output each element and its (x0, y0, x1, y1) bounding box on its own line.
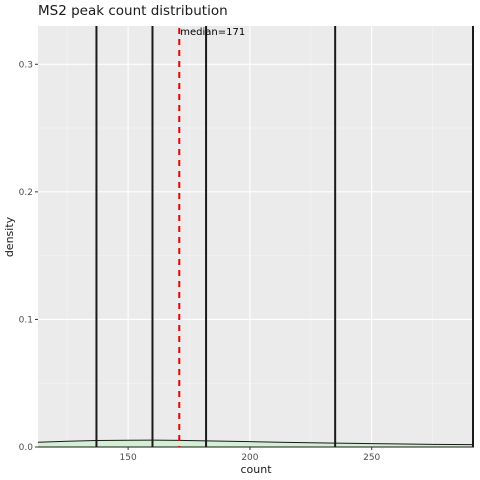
y-tick-label: 0.3 (19, 60, 33, 70)
median-label: median=171 (180, 27, 245, 38)
vertical-lines (95, 26, 474, 447)
x-axis-ticks: 150 200 250 (120, 447, 381, 463)
plot-panel (38, 26, 474, 447)
median-marker: median=171 (178, 27, 245, 447)
x-tick-label: 250 (363, 453, 380, 463)
density-area (38, 440, 474, 447)
y-axis-ticks: 0.0 0.1 0.2 0.3 (19, 60, 38, 453)
x-tick-label: 150 (120, 453, 137, 463)
y-tick-label: 0.1 (19, 315, 33, 325)
y-tick-label: 0.0 (19, 443, 34, 453)
y-tick-label: 0.2 (19, 188, 33, 198)
chart-title: MS2 peak count distribution (38, 3, 228, 19)
minor-gridlines (38, 26, 474, 447)
x-axis-title: count (240, 463, 272, 476)
x-tick-label: 200 (241, 453, 258, 463)
y-axis-title: density (3, 216, 16, 257)
